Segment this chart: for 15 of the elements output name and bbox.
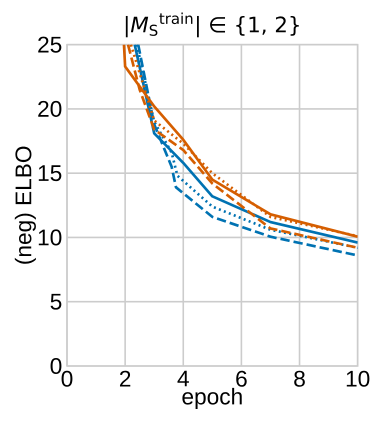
y-tick-label: 20 <box>38 100 62 117</box>
y-tick-label: 0 <box>50 358 62 374</box>
x-tick-label: 2 <box>120 370 130 387</box>
y-tick-label: 5 <box>50 294 62 310</box>
x-axis-title: epoch <box>182 388 242 410</box>
x-tick-label: 4 <box>177 370 189 386</box>
x-tick-label: 0 <box>62 370 72 387</box>
y-tick-label: 10 <box>38 229 62 246</box>
y-tick-label: 25 <box>38 36 62 53</box>
x-tick-label: 10 <box>346 370 370 387</box>
x-tick-label: 8 <box>294 370 305 387</box>
x-tick-label: 6 <box>236 370 247 387</box>
y-tick-label: 15 <box>38 165 62 182</box>
y-axis-title: (neg) ELBO <box>14 146 36 264</box>
chart-title: |M$_{S}$$^{train}$| ∈ {1, 2} <box>126 12 299 38</box>
